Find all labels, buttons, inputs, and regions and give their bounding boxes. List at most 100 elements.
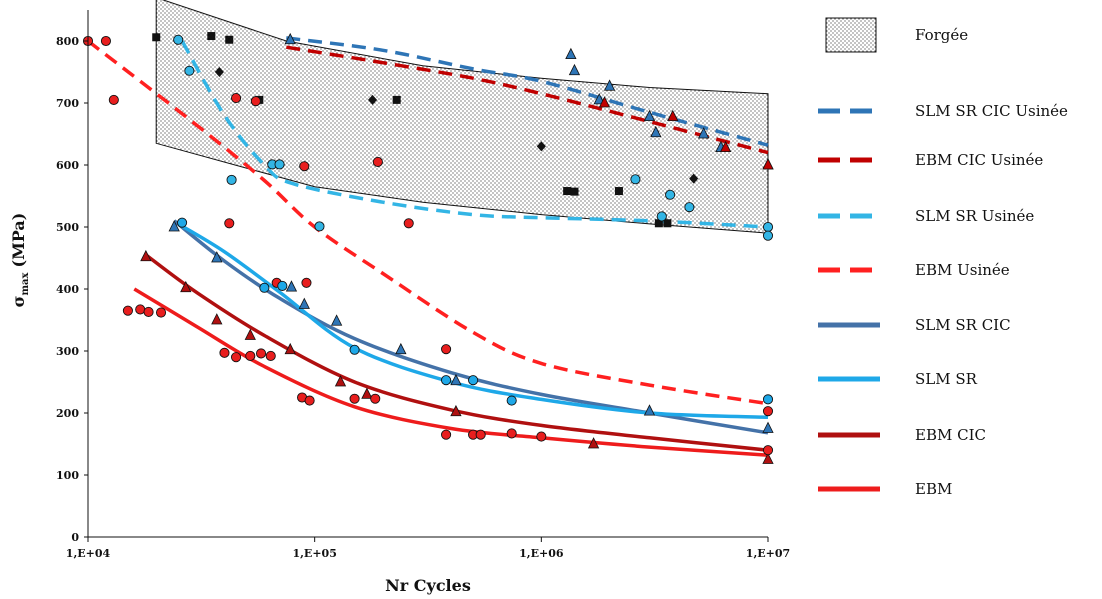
data-point: [598, 96, 611, 108]
data-point: [762, 158, 774, 170]
data-point: [143, 306, 154, 317]
curve-slm-sr-cic: [173, 219, 769, 435]
x-tick-label: 1,E+06: [519, 547, 564, 560]
y-tick-label: 600: [56, 159, 79, 172]
data-point: [100, 35, 111, 47]
forged-band: [155, 0, 769, 234]
data-point: [155, 307, 167, 318]
legend-label: EBM Usinée: [915, 261, 1010, 279]
data-point: [108, 94, 119, 105]
data-point: [719, 140, 732, 153]
data-point: [762, 230, 774, 241]
data-point: [224, 218, 235, 229]
data-point: [274, 159, 285, 170]
legend-swatch-forged: [825, 17, 877, 53]
data-point: [593, 93, 605, 105]
data-point: [665, 189, 676, 200]
data-point: [255, 348, 267, 359]
data-point: [392, 95, 401, 104]
data-point: [361, 387, 373, 399]
data-point: [245, 350, 256, 362]
data-point: [570, 187, 579, 196]
data-point: [441, 429, 452, 440]
legend-label: Forgée: [915, 26, 968, 44]
data-point: [135, 304, 146, 315]
y-axis-title-unit: (MPa): [9, 213, 28, 268]
legend-label: EBM CIC: [915, 426, 986, 444]
data-point: [265, 350, 276, 362]
y-tick-label: 800: [56, 35, 79, 48]
y-axis-title-sub: max: [20, 271, 31, 295]
data-point: [450, 373, 462, 386]
data-point: [177, 217, 188, 228]
x-tick-label: 1,E+05: [292, 547, 336, 560]
data-point: [214, 67, 224, 77]
data-point: [684, 202, 695, 213]
y-tick-label: 500: [56, 221, 79, 234]
data-point: [654, 219, 663, 228]
y-axis-title: σmax (MPa): [9, 213, 31, 308]
data-point: [667, 109, 679, 122]
y-tick-label: 300: [56, 345, 79, 358]
data-point: [211, 251, 223, 263]
data-point: [330, 314, 343, 326]
data-point: [762, 406, 774, 417]
data-point: [762, 445, 774, 456]
data-point: [299, 161, 310, 172]
data-point: [630, 174, 641, 185]
data-point: [284, 32, 296, 45]
data-point: [231, 352, 242, 363]
curve-slm-sr: [177, 222, 769, 420]
data-point: [614, 187, 623, 196]
data-point: [314, 221, 325, 232]
data-point: [152, 33, 161, 42]
y-tick-label: 200: [56, 407, 79, 420]
data-point: [475, 429, 486, 440]
data-point: [762, 421, 774, 433]
data-point: [304, 395, 315, 406]
data-point: [643, 404, 656, 416]
x-tick-label: 1,E+07: [746, 547, 790, 560]
x-axis-title: Nr Cycles: [385, 576, 471, 595]
data-point: [277, 280, 288, 291]
data-point: [450, 404, 462, 417]
legend-label: SLM SR: [915, 370, 978, 388]
data-point: [403, 218, 414, 229]
data-point: [568, 63, 581, 76]
data-point: [298, 297, 310, 309]
data-point: [301, 277, 312, 288]
data-point: [284, 342, 296, 355]
data-point: [563, 187, 572, 196]
data-point: [250, 96, 261, 107]
data-point: [211, 313, 223, 325]
data-point: [536, 141, 546, 152]
x-tick-label: 1,E+04: [66, 547, 111, 560]
data-point: [395, 342, 407, 355]
data-point: [173, 34, 184, 45]
data-point: [285, 280, 298, 292]
data-point: [334, 375, 347, 387]
data-point: [184, 65, 195, 76]
data-point: [168, 220, 180, 232]
data-point: [370, 393, 381, 404]
data-point: [506, 395, 517, 406]
data-point: [663, 219, 672, 228]
data-point: [140, 249, 152, 262]
data-point: [536, 431, 547, 442]
curve-ebm-usinée: [86, 39, 769, 406]
legend-label: EBM: [915, 480, 952, 498]
data-point: [226, 174, 237, 185]
data-point: [122, 305, 133, 316]
data-point: [762, 394, 774, 405]
y-tick-label: 400: [56, 283, 79, 296]
data-point: [643, 109, 656, 122]
data-point: [603, 79, 616, 91]
y-tick-label: 100: [56, 469, 79, 482]
data-point: [650, 125, 662, 138]
data-point: [219, 347, 230, 358]
data-point: [762, 452, 774, 464]
data-point: [441, 344, 452, 355]
y-tick-label: 0: [71, 531, 79, 544]
data-point: [697, 127, 710, 139]
data-point: [244, 328, 256, 340]
